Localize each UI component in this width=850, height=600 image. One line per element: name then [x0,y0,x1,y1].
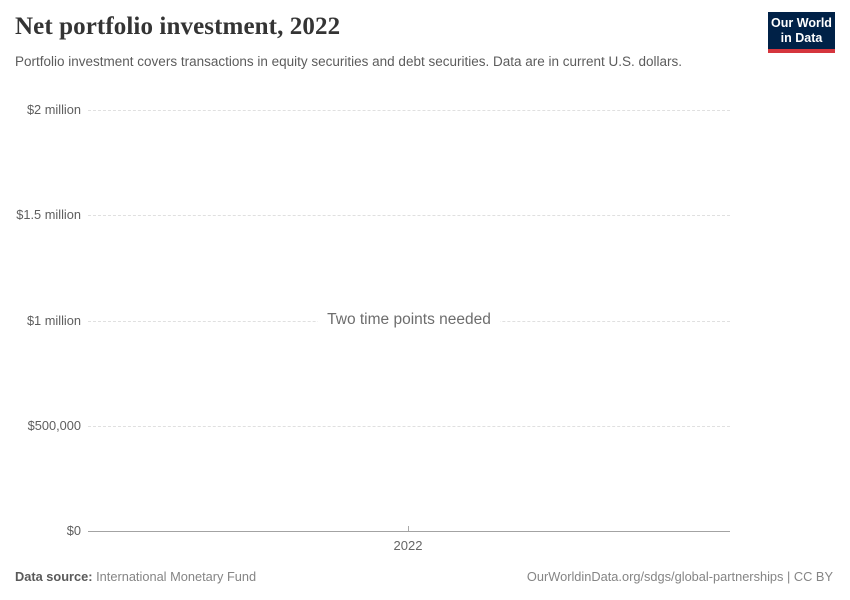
data-source-label: Data source: [15,569,93,584]
empty-state-message-row: Two time points needed [88,311,730,329]
owid-logo[interactable]: Our World in Data [768,12,835,53]
x-axis-line [88,531,730,532]
y-axis-label: $2 million [26,102,81,117]
owid-logo-line1: Our World [771,16,832,30]
owid-logo-line2: in Data [780,31,823,45]
y-axis-label: $1.5 million [16,207,81,222]
x-axis-tick [408,526,409,531]
chart-subtitle: Portfolio investment covers transactions… [15,54,683,69]
data-source: Data source: International Monetary Fund [15,569,256,584]
y-axis-label: $1 million [26,313,81,328]
gridline-2-million [88,110,730,111]
empty-state-message: Two time points needed [318,311,500,329]
data-source-value: International Monetary Fund [96,569,257,584]
gridline-500k [88,426,730,427]
y-axis-label: $500,000 [27,418,81,433]
chart-title: Net portfolio investment, 2022 [15,13,341,40]
y-axis-label: $0 [66,523,81,538]
gridline-1-5-million [88,215,730,216]
credit-link[interactable]: OurWorldinData.org/sdgs/global-partnersh… [526,569,833,584]
x-axis-label: 2022 [393,538,423,553]
